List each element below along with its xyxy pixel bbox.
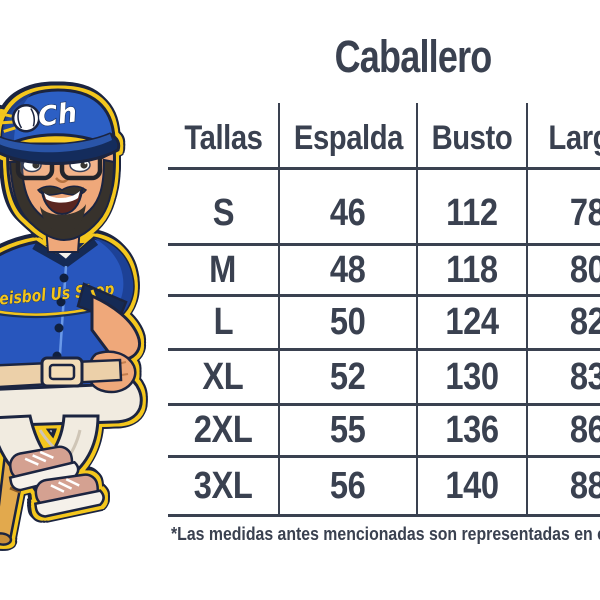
table-cell: 55 bbox=[280, 406, 418, 458]
header-busto: Busto bbox=[418, 103, 528, 170]
table-cell: 56 bbox=[280, 458, 418, 517]
table-cell: 130 bbox=[418, 351, 528, 406]
cap-logo: Ch bbox=[0, 97, 80, 134]
table-cell: 48 bbox=[280, 246, 418, 297]
mascot-sneaker-left bbox=[8, 445, 80, 492]
table-cell: 88 bbox=[528, 458, 600, 517]
table-cell: 52 bbox=[280, 351, 418, 406]
cap-logo-text: Ch bbox=[36, 97, 79, 133]
page-title: Caballero bbox=[334, 31, 493, 82]
mascot-nose bbox=[55, 177, 69, 183]
mascot-belt bbox=[0, 356, 123, 389]
table-cell: M bbox=[168, 246, 280, 297]
table-cell: 136 bbox=[418, 406, 528, 458]
table-cell: 112 bbox=[418, 170, 528, 246]
table-cell: 2XL bbox=[168, 406, 280, 458]
mascot-illustration: Beisbol Us Shop bbox=[0, 88, 143, 546]
table-cell: 140 bbox=[418, 458, 528, 517]
table-cell: 86 bbox=[528, 406, 600, 458]
table-cell: L bbox=[168, 297, 280, 351]
mascot-mustache bbox=[36, 185, 88, 196]
table-cell: 78 bbox=[528, 170, 600, 246]
mascot-sneaker-right bbox=[33, 473, 105, 518]
mascot-mouth bbox=[40, 186, 84, 216]
header-tallas: Tallas bbox=[168, 103, 280, 170]
table-cell: XL bbox=[168, 351, 280, 406]
header-espalda: Espalda bbox=[280, 103, 418, 170]
mascot-jersey: Beisbol Us Shop bbox=[0, 236, 135, 391]
table-cell: 83 bbox=[528, 351, 600, 406]
table-cell: S bbox=[168, 170, 280, 246]
mascot-beard bbox=[8, 158, 116, 242]
measurement-footnote: *Las medidas antes mencionadas son repre… bbox=[171, 524, 600, 544]
table-cell: 124 bbox=[418, 297, 528, 351]
table-cell: 118 bbox=[418, 246, 528, 297]
table-cell: 46 bbox=[280, 170, 418, 246]
header-largo: Largo bbox=[528, 103, 600, 170]
table-cell: 82 bbox=[528, 297, 600, 351]
size-table: Tallas Espalda Busto Largo S 46 112 78 M… bbox=[168, 103, 600, 517]
baseball-cap: Ch bbox=[0, 88, 121, 165]
table-cell: 80 bbox=[528, 246, 600, 297]
table-cell: 3XL bbox=[168, 458, 280, 517]
table-cell: 50 bbox=[280, 297, 418, 351]
